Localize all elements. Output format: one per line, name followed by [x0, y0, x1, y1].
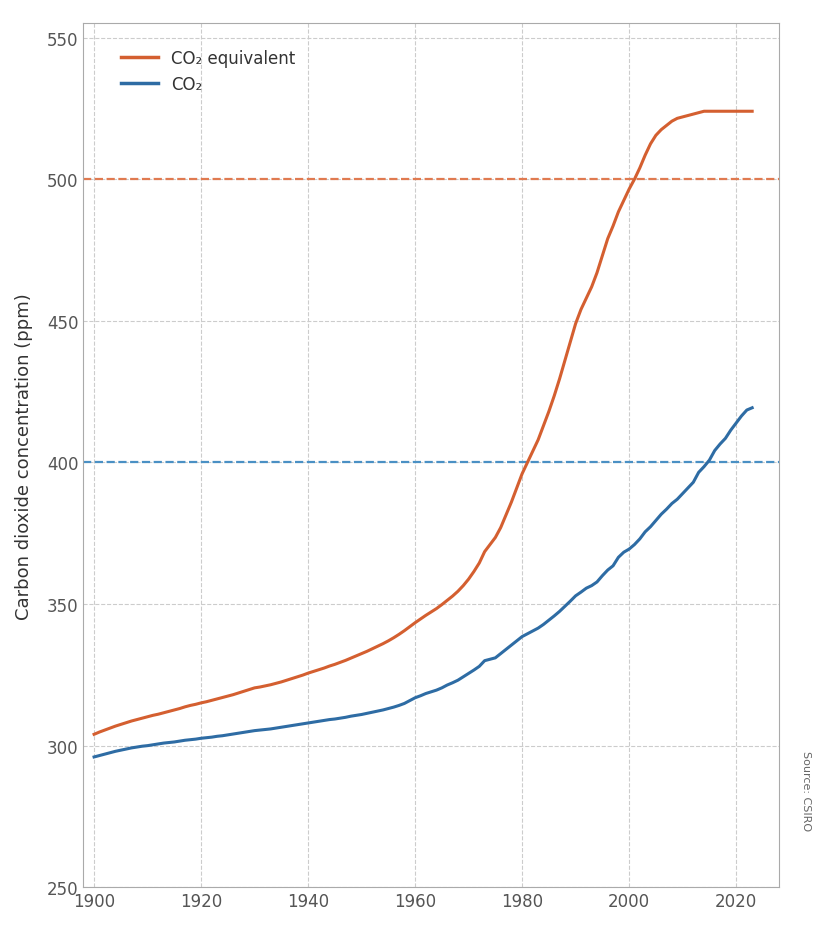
- Legend: CO₂ equivalent, CO₂: CO₂ equivalent, CO₂: [112, 42, 304, 102]
- Y-axis label: Carbon dioxide concentration (ppm): Carbon dioxide concentration (ppm): [15, 293, 33, 619]
- Text: Source: CSIRO: Source: CSIRO: [801, 750, 811, 831]
